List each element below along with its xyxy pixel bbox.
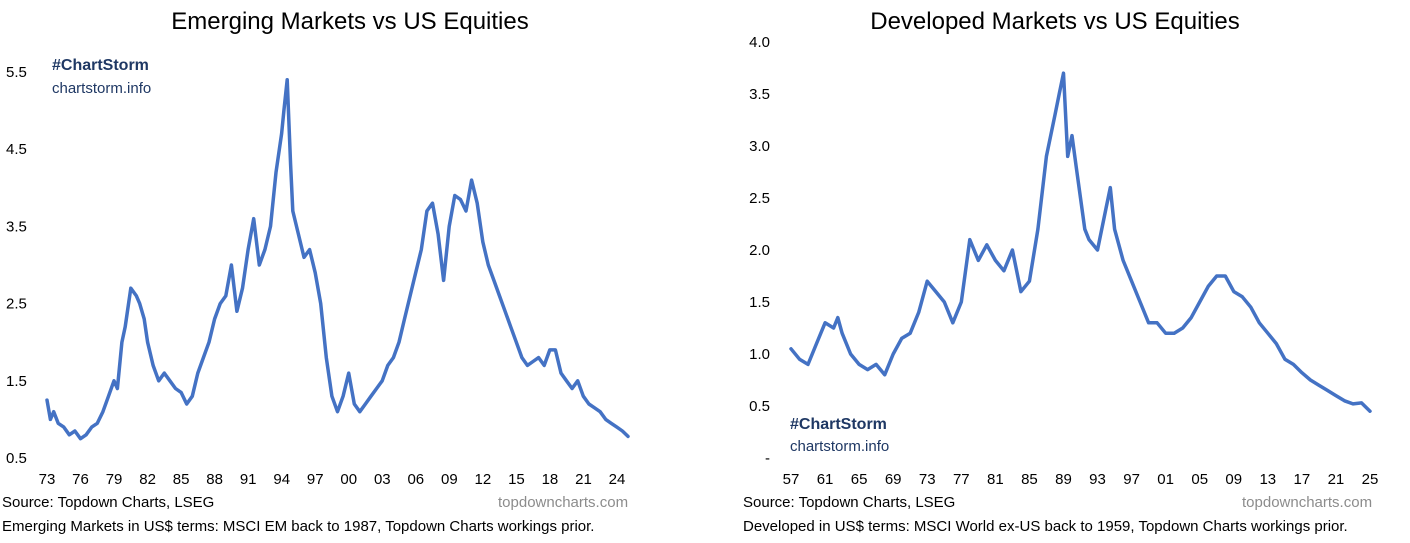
x-tick-label: 73 xyxy=(39,471,56,488)
x-tick-label: 09 xyxy=(441,471,458,488)
x-tick-label: 01 xyxy=(1157,471,1174,488)
x-tick-label: 17 xyxy=(1294,471,1311,488)
x-tick-label: 91 xyxy=(240,471,257,488)
x-tick-label: 89 xyxy=(1055,471,1072,488)
x-tick-label: 06 xyxy=(407,471,424,488)
y-tick-label: 4.5 xyxy=(6,141,27,158)
x-tick-label: 82 xyxy=(139,471,156,488)
source-label: Source: Topdown Charts, LSEG xyxy=(743,494,956,511)
source-label: Source: Topdown Charts, LSEG xyxy=(2,494,215,511)
y-tick-label: 5.5 xyxy=(6,64,27,81)
chart-developed-svg: - 0.5 1.0 1.5 2.0 2.5 3.0 3.5 4.0 57 61 65 69 73 77 81 8… xyxy=(749,34,1379,488)
x-tick-label: 03 xyxy=(374,471,391,488)
x-tick-label: 65 xyxy=(851,471,868,488)
x-tick-label: 05 xyxy=(1191,471,1208,488)
x-tick-label: 18 xyxy=(542,471,559,488)
x-tick-label: 21 xyxy=(575,471,592,488)
chartstorm-hashtag: #ChartStorm xyxy=(790,416,887,433)
x-tick-label: 79 xyxy=(106,471,123,488)
chartstorm-hashtag: #ChartStorm xyxy=(52,57,149,74)
x-tick-label: 09 xyxy=(1225,471,1242,488)
x-tick-label: 12 xyxy=(475,471,492,488)
credit-label: topdowncharts.com xyxy=(1242,494,1373,511)
chart-panel-emerging: 0.5 1.5 2.5 3.5 4.5 5.5 73 76 79 82 85 88 91 94 97 00 03… xyxy=(0,0,700,543)
y-tick-label: - xyxy=(765,450,770,467)
credit-label: topdowncharts.com xyxy=(498,494,629,511)
x-tick-label: 57 xyxy=(783,471,800,488)
x-tick-label: 69 xyxy=(885,471,902,488)
x-tick-label: 97 xyxy=(307,471,324,488)
y-tick-label: 4.0 xyxy=(749,34,770,51)
y-tick-label: 3.5 xyxy=(6,218,27,235)
y-tick-label: 1.5 xyxy=(749,294,770,311)
x-tick-label: 76 xyxy=(72,471,89,488)
footnote: Developed in US$ terms: MSCI World ex-US… xyxy=(743,518,1348,535)
y-tick-label: 2.0 xyxy=(749,242,770,259)
x-tick-label: 93 xyxy=(1089,471,1106,488)
x-tick-label: 94 xyxy=(273,471,290,488)
series-line xyxy=(45,77,630,441)
x-tick-label: 13 xyxy=(1259,471,1276,488)
y-tick-label: 3.5 xyxy=(749,86,770,103)
y-tick-label: 2.5 xyxy=(749,190,770,207)
x-tick-label: 77 xyxy=(953,471,970,488)
footnote: Emerging Markets in US$ terms: MSCI EM b… xyxy=(2,518,595,535)
x-tick-label: 21 xyxy=(1328,471,1345,488)
y-tick-label: 3.0 xyxy=(749,138,770,155)
x-tick-label: 97 xyxy=(1123,471,1140,488)
chartstorm-site: chartstorm.info xyxy=(790,438,890,455)
y-tick-label: 1.5 xyxy=(6,373,27,390)
x-tick-label: 88 xyxy=(206,471,223,488)
y-tick-label: 2.5 xyxy=(6,296,27,313)
x-tick-label: 73 xyxy=(919,471,936,488)
x-tick-label: 15 xyxy=(508,471,525,488)
chart-emerging-svg: 0.5 1.5 2.5 3.5 4.5 5.5 73 76 79 82 85 88 91 94 97 00 03… xyxy=(6,64,630,488)
y-tick-label: 1.0 xyxy=(749,346,770,363)
x-tick-label: 24 xyxy=(609,471,626,488)
y-tick-label: 0.5 xyxy=(749,398,770,415)
series-line xyxy=(789,71,1372,413)
chartstorm-site: chartstorm.info xyxy=(52,80,152,97)
x-tick-label: 85 xyxy=(173,471,190,488)
x-tick-label: 00 xyxy=(340,471,357,488)
chart-title: Emerging Markets vs US Equities xyxy=(171,8,529,35)
x-tick-label: 25 xyxy=(1362,471,1379,488)
x-tick-label: 61 xyxy=(817,471,834,488)
chart-title: Developed Markets vs US Equities xyxy=(870,8,1240,35)
x-tick-label: 85 xyxy=(1021,471,1038,488)
chart-panel-developed: - 0.5 1.0 1.5 2.0 2.5 3.0 3.5 4.0 57 61 65 69 73 77 81 8… xyxy=(705,0,1405,543)
x-tick-label: 81 xyxy=(987,471,1004,488)
y-tick-label: 0.5 xyxy=(6,450,27,467)
